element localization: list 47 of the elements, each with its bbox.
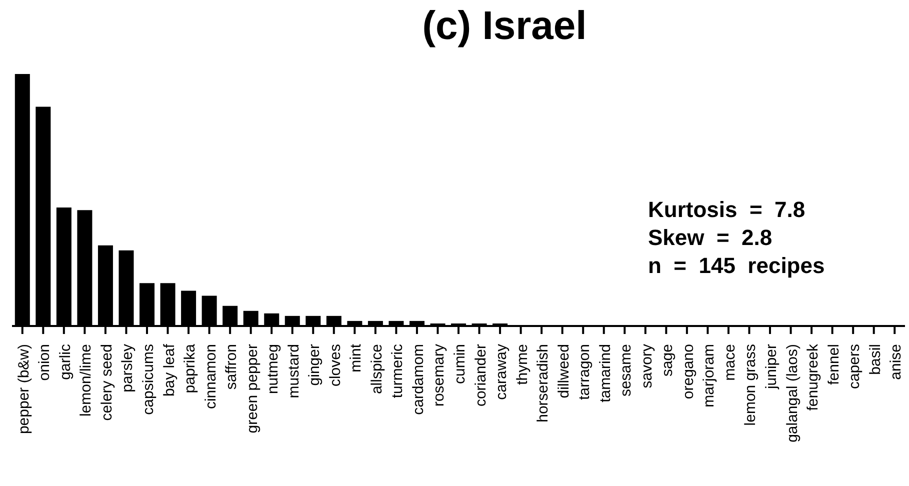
- x-tick-label: cumin: [452, 344, 468, 384]
- x-tick-label: mace: [721, 344, 738, 381]
- x-tick-label: celery seed: [98, 344, 116, 421]
- x-tick-label: coriander: [472, 344, 490, 407]
- x-tick-label: onion: [36, 344, 54, 381]
- x-tick-label: cloves: [326, 344, 344, 387]
- x-tick-label: galangal (laos): [784, 344, 801, 442]
- x-tick-label: horseradish: [534, 344, 552, 422]
- x-tick-label: rosemary: [430, 344, 448, 407]
- x-tick-label: pepper (b&w): [15, 344, 32, 434]
- x-tick-label: garlic: [56, 344, 74, 380]
- x-tick-label: cardamom: [410, 344, 427, 415]
- annotation: Skew = 2.8: [648, 224, 774, 252]
- x-tick-label: lemon grass: [742, 344, 760, 426]
- x-tick-label: mustard: [285, 344, 302, 398]
- x-tick-label: ginger: [306, 344, 324, 386]
- x-tick-label: turmeric: [389, 344, 406, 398]
- x-tick-label: mint: [348, 343, 365, 372]
- x-tick-label: sesame: [618, 344, 635, 397]
- x-tick-label: caraway: [493, 344, 510, 400]
- x-tick-label: tamarind: [596, 344, 614, 402]
- x-tick-label: oregano: [680, 344, 697, 400]
- x-tick-label: lemon/lime: [78, 344, 95, 417]
- x-tick-label: juniper: [763, 344, 780, 390]
- x-tick-label: capsicums: [140, 344, 157, 415]
- x-tick-label: paprika: [182, 343, 199, 394]
- x-tick-label: green pepper: [244, 344, 261, 434]
- x-tick-label: thyme: [514, 344, 531, 385]
- chart-title: (c) Israel: [421, 4, 588, 49]
- x-tick-label: savory: [638, 344, 656, 388]
- x-tick-label: dillweed: [555, 344, 572, 398]
- x-tick-label: parsley: [119, 344, 136, 392]
- x-tick-label: capers: [846, 344, 864, 390]
- annotation: Kurtosis = 7.8: [648, 196, 806, 224]
- x-tick-label: sage: [659, 344, 676, 377]
- x-tick-label: cinnamon: [202, 344, 220, 410]
- x-tick-label: basil: [866, 344, 884, 375]
- x-tick-label: tarragon: [576, 344, 594, 400]
- x-tick-label: fennel: [825, 344, 842, 385]
- x-tick-label: saffron: [223, 344, 240, 390]
- x-tick-label: bay leaf: [160, 343, 178, 397]
- x-tick-label: marjoram: [700, 344, 718, 408]
- x-tick-label: fenugreek: [804, 344, 822, 411]
- x-tick-label: nutmeg: [264, 344, 282, 394]
- x-tick-label: allspice: [368, 344, 386, 394]
- annotation: n = 145 recipes: [648, 252, 825, 280]
- x-tick-label: anise: [888, 344, 905, 380]
